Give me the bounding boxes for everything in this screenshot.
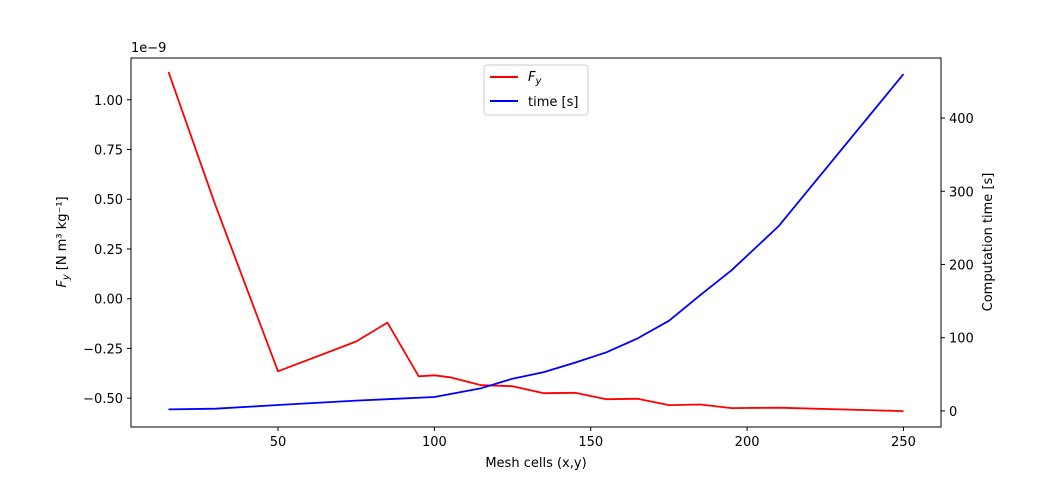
left-y-label-units: [N m³ kg⁻¹]	[55, 196, 70, 270]
left-y-axis-label: Fy [N m³ kg⁻¹]	[55, 196, 72, 287]
plot-area	[131, 58, 941, 427]
x-tick-label: 100	[422, 435, 447, 450]
x-tick-label: 50	[270, 435, 287, 450]
left-y-tick-label: 0.75	[94, 144, 123, 159]
plot-frame	[130, 57, 942, 428]
series-line-fy	[167, 71, 904, 412]
offset-text: 1e−9	[131, 41, 166, 56]
legend-fy-symbol: F	[528, 70, 536, 85]
left-y-tick-label: 0.00	[94, 293, 123, 308]
right-y-axis-ticks: 0 100 200 300 400	[941, 112, 974, 420]
left-y-axis-ticks: −0.50 −0.25 0.00 0.25 0.50 0.75 1.00	[83, 94, 131, 407]
right-y-tick-label: 200	[949, 258, 974, 273]
left-y-label-symbol: F	[55, 280, 70, 288]
x-tick-label: 250	[891, 435, 916, 450]
legend-fy-subscript: y	[534, 76, 542, 87]
legend-label-fy: Fy	[528, 70, 542, 87]
right-y-axis-label: Computation time [s]	[981, 173, 996, 312]
right-y-tick-label: 0	[949, 405, 957, 420]
x-tick-label: 150	[578, 435, 603, 450]
right-y-tick-label: 300	[949, 185, 974, 200]
x-axis-ticks: 50 100 150 200 250	[270, 427, 916, 450]
series-layer	[167, 71, 905, 412]
legend-label-time: time [s]	[528, 95, 578, 110]
left-y-tick-label: 0.25	[94, 243, 123, 258]
legend: Fy time [s]	[483, 64, 589, 116]
left-y-tick-label: 1.00	[94, 94, 123, 109]
right-y-tick-label: 100	[949, 332, 974, 347]
left-y-tick-label: −0.25	[83, 342, 123, 357]
left-y-tick-label: 0.50	[94, 193, 123, 208]
series-line-time	[168, 73, 905, 411]
left-y-tick-label: −0.50	[83, 392, 123, 407]
right-y-tick-label: 400	[949, 112, 974, 127]
x-tick-label: 200	[735, 435, 760, 450]
left-y-label-subscript: y	[61, 273, 72, 281]
x-axis-label: Mesh cells (x,y)	[485, 456, 586, 471]
